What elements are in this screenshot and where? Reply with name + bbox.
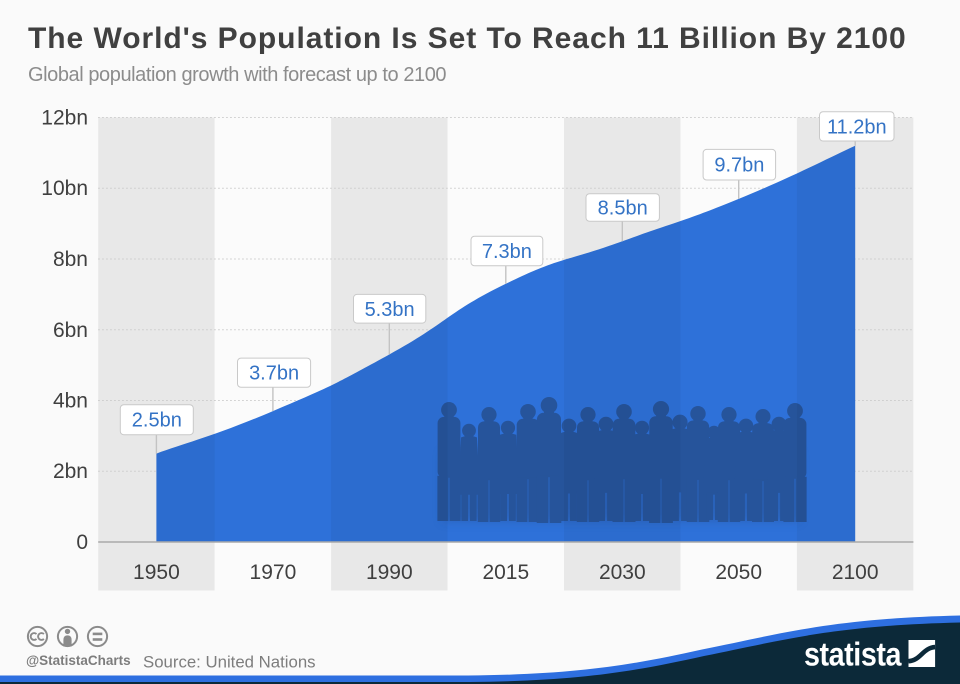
svg-text:5.3bn: 5.3bn — [365, 299, 415, 321]
svg-text:10bn: 10bn — [41, 177, 88, 200]
svg-text:11.2bn: 11.2bn — [827, 116, 887, 138]
svg-text:9.7bn: 9.7bn — [714, 155, 764, 177]
svg-text:3.7bn: 3.7bn — [249, 363, 299, 385]
svg-text:12bn: 12bn — [41, 107, 88, 130]
svg-text:1990: 1990 — [366, 561, 413, 584]
svg-text:@StatistaCharts: @StatistaCharts — [26, 653, 131, 668]
svg-text:8.5bn: 8.5bn — [598, 198, 648, 220]
svg-text:2bn: 2bn — [53, 460, 88, 483]
svg-text:4bn: 4bn — [53, 390, 88, 413]
svg-text:1970: 1970 — [250, 561, 297, 584]
svg-text:2015: 2015 — [482, 561, 529, 584]
svg-text:2.5bn: 2.5bn — [132, 410, 182, 432]
svg-text:2030: 2030 — [599, 561, 646, 584]
svg-text:8bn: 8bn — [53, 248, 88, 271]
svg-text:1950: 1950 — [133, 561, 180, 584]
svg-text:0: 0 — [76, 531, 88, 554]
svg-text:2050: 2050 — [715, 561, 762, 584]
svg-text:6bn: 6bn — [53, 319, 88, 342]
svg-text:statista: statista — [804, 636, 902, 673]
svg-text:7.3bn: 7.3bn — [482, 241, 532, 263]
svg-text:2100: 2100 — [832, 561, 879, 584]
svg-text:Source: United Nations: Source: United Nations — [143, 653, 316, 672]
